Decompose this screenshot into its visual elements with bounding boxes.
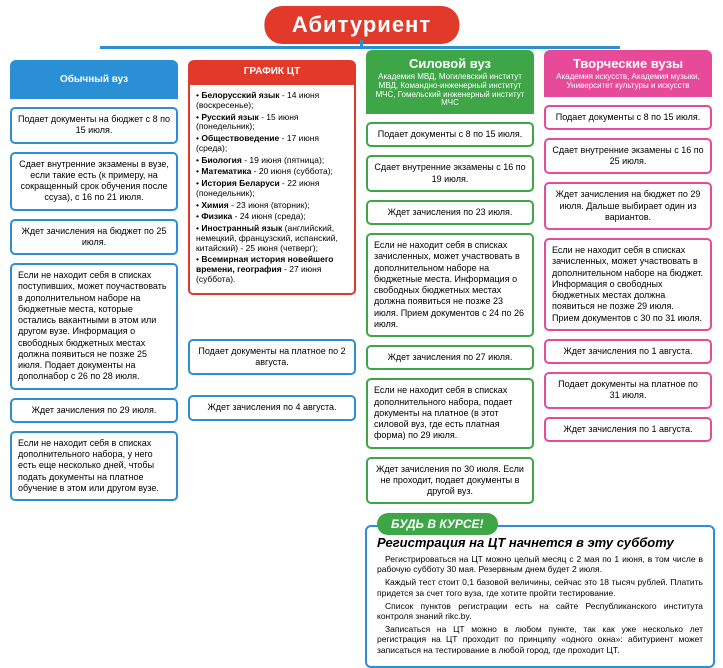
col-header-creative-title: Творческие вузы [573,56,683,71]
box-reg-3: Ждет зачисления на бюджет по 25 июля. [10,219,178,256]
column-schedule: ГРАФИК ЦТ • Белорусский язык - 14 июня (… [188,60,356,421]
box-sched-tail1: Подает документы на платное по 2 августа… [188,339,356,376]
column-creative: Творческие вузы Академия искусств, Акаде… [544,50,712,442]
box-cr-5: Ждет зачисления по 1 августа. [544,339,712,364]
schedule-item: • Биология - 19 июня (пятница); [196,156,348,166]
info-title: Регистрация на ЦТ начнется в эту субботу [377,535,703,550]
main-title: Абитуриент [264,6,459,44]
schedule-item: • Всемирная история новейшего времени, г… [196,255,348,284]
box-mil-5: Ждет зачисления по 27 июля. [366,345,534,370]
box-cr-3: Ждет зачисления на бюджет по 29 июля. Да… [544,182,712,230]
box-reg-5: Ждет зачисления по 29 июля. [10,398,178,423]
box-mil-6: Если не находит себя в списках дополните… [366,378,534,448]
schedule-item: • Белорусский язык - 14 июня (воскресень… [196,91,348,111]
schedule-item: • Русский язык - 15 июня (понедельник); [196,113,348,133]
box-cr-6: Подает документы на платное по 31 июля. [544,372,712,409]
schedule-item: • Обществоведение - 17 июня (среда); [196,134,348,154]
info-paragraph: Записаться на ЦТ можно в любом пункте, т… [377,624,703,655]
box-reg-1: Подает документы на бюджет с 8 по 15 июл… [10,107,178,144]
box-cr-4: Если не находит себя в списках зачисленн… [544,238,712,331]
box-reg-6: Если не находит себя в списках дополните… [10,431,178,501]
col-header-military: Силовой вуз Академия МВД, Могилевский ин… [366,50,534,114]
box-mil-2: Сдает внутренние экзамены с 16 по 19 июл… [366,155,534,192]
box-mil-4: Если не находит себя в списках зачисленн… [366,233,534,337]
info-pill: БУДЬ В КУРСЕ! [377,513,498,535]
schedule-list: • Белорусский язык - 14 июня (воскресень… [196,91,348,285]
schedule-item: • Физика - 24 июня (среда); [196,212,348,222]
box-cr-2: Сдает внутренние экзамены с 16 по 25 июл… [544,138,712,175]
column-regular: Обычный вуз Подает документы на бюджет с… [10,60,178,501]
top-line [100,46,620,49]
box-reg-4: Если не находит себя в списках поступивш… [10,263,178,390]
info-paragraph: Регистрироваться на ЦТ можно целый месяц… [377,554,703,574]
schedule-item: • История Беларуси - 22 июня (понедельни… [196,179,348,199]
info-paragraph: Каждый тест стоит 0,1 базовой величины, … [377,577,703,597]
schedule-item: • Химия - 23 июня (вторник); [196,201,348,211]
box-mil-1: Подает документы с 8 по 15 июля. [366,122,534,147]
schedule-box: • Белорусский язык - 14 июня (воскресень… [188,83,356,295]
schedule-item: • Математика - 20 июня (суббота); [196,167,348,177]
col-header-schedule: ГРАФИК ЦТ [188,60,356,83]
col-header-creative-sub: Академия искусств, Академия музыки, Унив… [552,73,704,91]
top-v [360,40,363,46]
box-cr-7: Ждет зачисления по 1 августа. [544,417,712,442]
col-header-regular: Обычный вуз [10,60,178,99]
col-header-creative: Творческие вузы Академия искусств, Акаде… [544,50,712,97]
col-header-military-title: Силовой вуз [409,56,491,71]
box-cr-1: Подает документы с 8 по 15 июля. [544,105,712,130]
column-military: Силовой вуз Академия МВД, Могилевский ин… [366,50,534,504]
box-sched-tail2: Ждет зачисления по 4 августа. [188,395,356,420]
info-box: БУДЬ В КУРСЕ! Регистрация на ЦТ начнется… [365,525,715,668]
col-header-military-sub: Академия МВД, Могилевский институт МВД, … [374,73,526,108]
schedule-item: • Иностранный язык (английский, немецкий… [196,224,348,253]
box-reg-2: Сдает внутренние экзамены в вузе, если т… [10,152,178,211]
box-mil-7: Ждет зачисления по 30 июля. Если не прох… [366,457,534,505]
info-paragraph: Список пунктов регистрации есть на сайте… [377,601,703,621]
box-mil-3: Ждет зачисления по 23 июля. [366,200,534,225]
